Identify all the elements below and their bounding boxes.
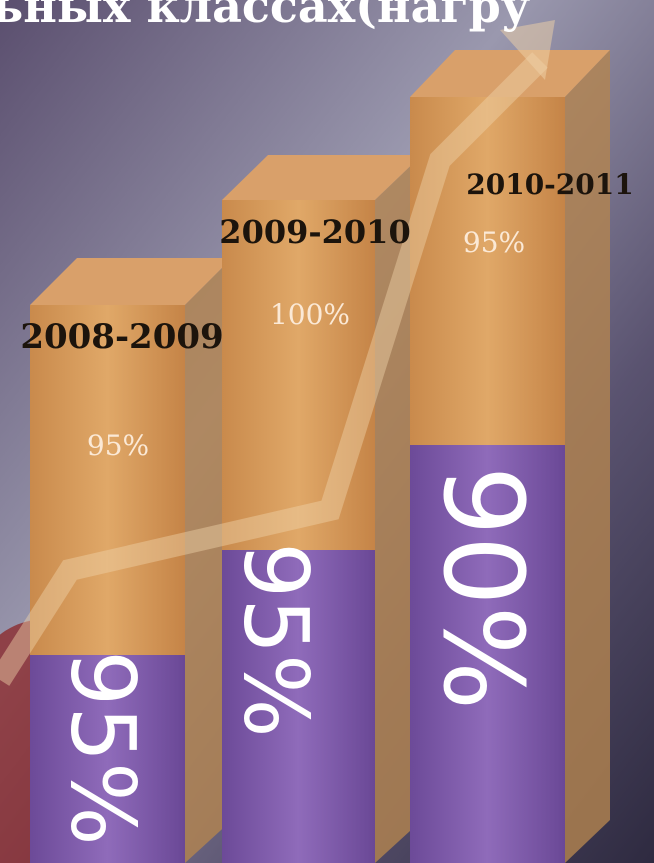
period: 2008-2009 [20,317,223,357]
upper-value: 100% [270,298,350,331]
lower-value: 95% [51,650,154,846]
upper-value: 95% [87,429,149,462]
period: 2009-2010 [219,213,410,251]
lower-value: 95% [224,542,327,738]
title: ьных классах(нагру [0,0,530,33]
period: 2010-2011 [466,168,633,201]
slide: ьных классах(нагру 2008-2009 2009-2010 2… [0,0,654,863]
lower-value: 90% [419,466,547,711]
upper-value: 95% [463,226,525,259]
